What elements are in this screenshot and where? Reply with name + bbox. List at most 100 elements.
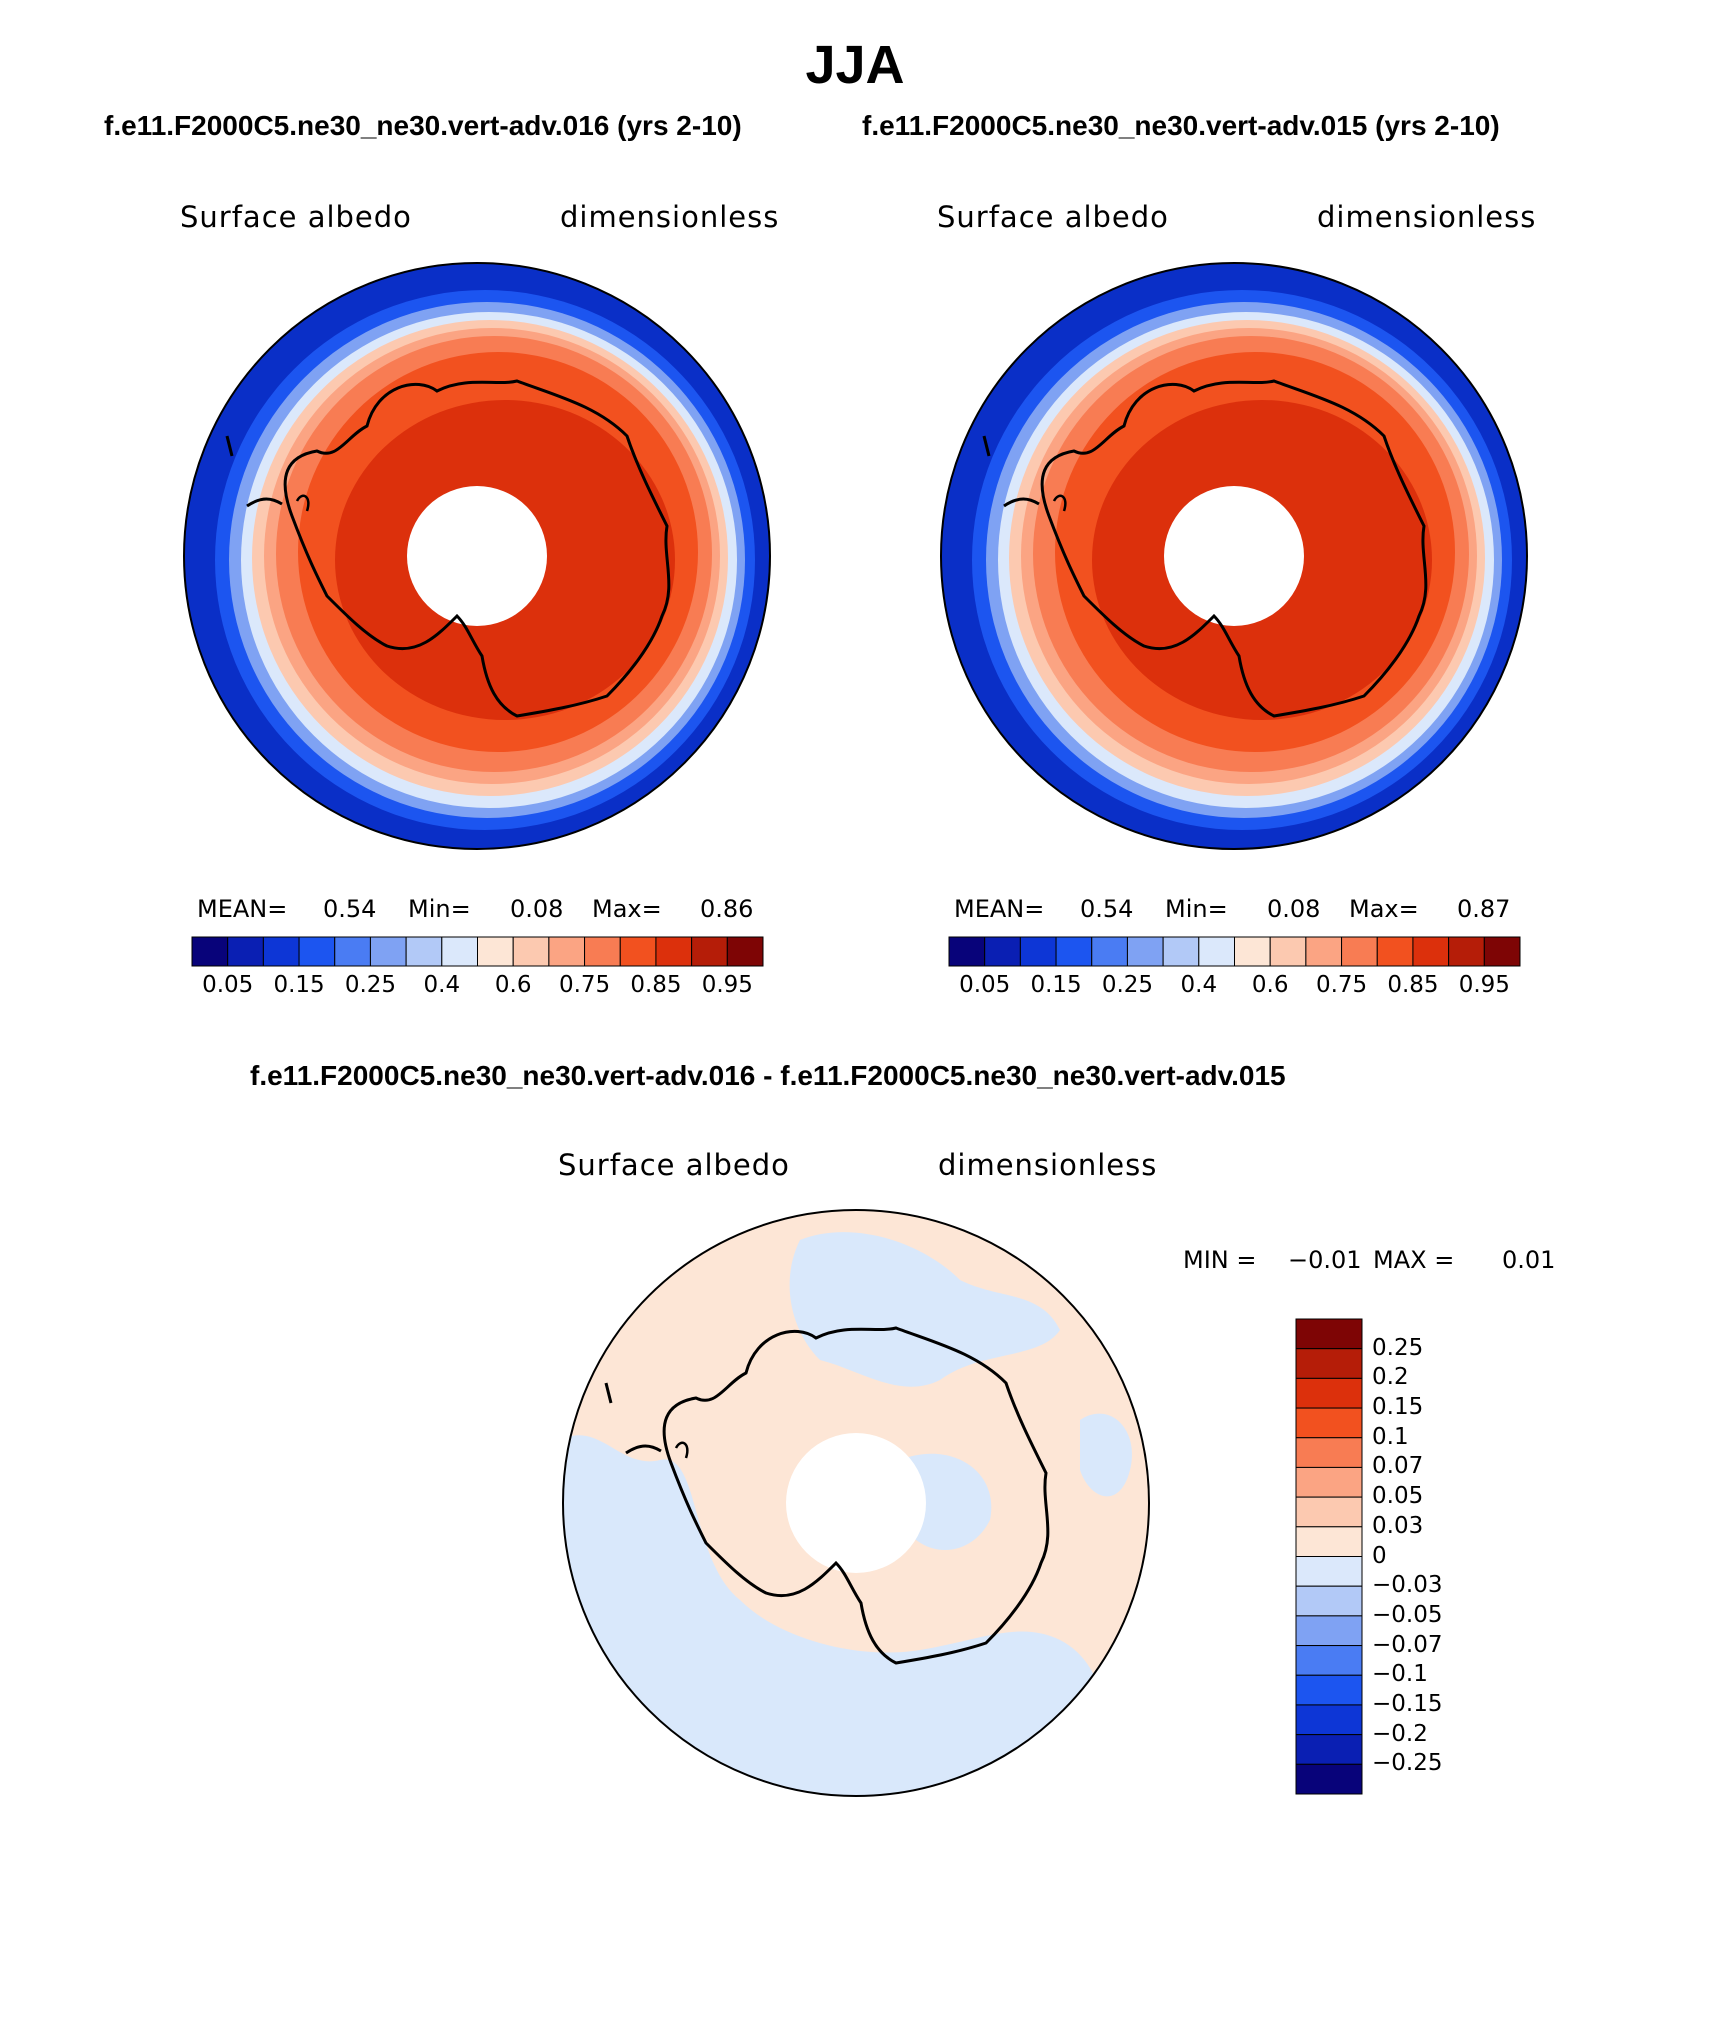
right-units-label: dimensionless — [1317, 200, 1537, 234]
left-max-label: Max= — [592, 895, 662, 923]
diff-colorbar-tick-label: −0.2 — [1372, 1720, 1428, 1747]
left-colorbar-box-14 — [691, 936, 728, 967]
right-colorbar-tick-label: 0.75 — [1315, 972, 1368, 998]
diff-colorbar-tick-label: −0.15 — [1372, 1690, 1443, 1717]
right-colorbar-tick-label: 0.15 — [1030, 972, 1082, 998]
left-colorbar-box-0 — [191, 936, 229, 967]
diff-colorbar-tick-label: −0.07 — [1372, 1631, 1443, 1658]
diff-colorbar-tick-label: −0.05 — [1372, 1601, 1443, 1628]
left-map — [183, 262, 771, 850]
left-colorbar-box-2 — [262, 936, 300, 967]
diff-colorbar-box-5 — [1295, 1466, 1363, 1498]
left-colorbar-box-10 — [548, 936, 586, 967]
left-mean-label: MEAN= — [197, 895, 288, 923]
diff-variable-label: Surface albedo — [558, 1148, 790, 1182]
right-colorbar-box-9 — [1269, 936, 1307, 967]
left-colorbar-tick-label: 0.6 — [494, 972, 532, 998]
left-units-label: dimensionless — [560, 200, 780, 234]
diff-colorbar-box-6 — [1295, 1496, 1363, 1528]
diff-colorbar-tick-label: 0.25 — [1372, 1334, 1424, 1361]
right-colorbar-tick-label: 0.6 — [1251, 972, 1289, 998]
diff-colorbar-tick-label: 0.07 — [1372, 1453, 1424, 1480]
right-colorbar-box-2 — [1019, 936, 1057, 967]
diff-colorbar-box-1 — [1295, 1348, 1363, 1379]
diff-min-label: MIN = — [1183, 1246, 1257, 1274]
diff-colorbar-tick-label: 0.1 — [1372, 1423, 1409, 1450]
right-variable-label: Surface albedo — [937, 200, 1169, 234]
left-map-border — [183, 262, 771, 850]
diff-colorbar-tick-label: 0.2 — [1372, 1364, 1409, 1391]
right-colorbar-tick-label: 0.05 — [959, 972, 1011, 998]
right-colorbar-box-1 — [984, 936, 1021, 967]
diff-map-border — [562, 1209, 1150, 1797]
right-colorbar-box-6 — [1162, 936, 1200, 967]
right-case-title: f.e11.F2000C5.ne30_ne30.vert-adv.015 (yr… — [862, 110, 1500, 141]
diff-colorbar-box-10 — [1295, 1615, 1363, 1647]
diff-colorbar-box-7 — [1295, 1526, 1363, 1557]
left-colorbar-box-12 — [619, 936, 657, 967]
right-max-label: Max= — [1349, 895, 1419, 923]
right-colorbar-tick-label: 0.95 — [1458, 972, 1510, 998]
left-colorbar-tick-label: 0.25 — [344, 972, 397, 998]
right-colorbar-box-12 — [1376, 936, 1414, 967]
right-colorbar-box-15 — [1483, 936, 1521, 967]
diff-colorbar-box-15 — [1295, 1763, 1363, 1795]
diff-colorbar-box-4 — [1295, 1437, 1363, 1468]
right-colorbar-tick-label: 0.4 — [1180, 972, 1218, 998]
left-colorbar-box-11 — [584, 936, 621, 967]
left-max-value: 0.86 — [700, 895, 754, 923]
left-colorbar-box-7 — [441, 936, 478, 967]
diff-colorbar-box-13 — [1295, 1704, 1363, 1736]
right-colorbar-box-8 — [1234, 936, 1271, 967]
left-colorbar-box-5 — [369, 936, 407, 967]
left-colorbar-box-6 — [405, 936, 443, 967]
diff-colorbar — [1295, 1318, 1363, 1795]
left-colorbar-tick-label: 0.85 — [630, 972, 682, 998]
diff-colorbar-box-0 — [1295, 1318, 1363, 1350]
left-colorbar — [191, 936, 764, 967]
left-variable-label: Surface albedo — [180, 200, 412, 234]
left-colorbar-box-4 — [334, 936, 371, 967]
left-colorbar-tick-label: 0.75 — [558, 972, 611, 998]
left-case-title: f.e11.F2000C5.ne30_ne30.vert-adv.016 (yr… — [104, 110, 742, 141]
right-min-value: 0.08 — [1267, 895, 1321, 923]
right-colorbar-box-4 — [1091, 936, 1128, 967]
diff-colorbar-tick-label: 0.03 — [1372, 1512, 1424, 1539]
left-colorbar-tick-label: 0.95 — [701, 972, 753, 998]
left-colorbar-box-1 — [227, 936, 264, 967]
right-min-label: Min= — [1165, 895, 1228, 923]
diff-colorbar-tick-label: −0.25 — [1372, 1750, 1443, 1777]
right-colorbar — [948, 936, 1521, 967]
right-colorbar-box-14 — [1448, 936, 1485, 967]
diff-colorbar-tick-label: 0 — [1372, 1542, 1387, 1569]
right-colorbar-box-5 — [1126, 936, 1164, 967]
season-title: JJA — [805, 35, 905, 95]
diff-title: f.e11.F2000C5.ne30_ne30.vert-adv.016 - f… — [250, 1060, 1286, 1091]
right-colorbar-box-10 — [1305, 936, 1343, 967]
right-mean-value: 0.54 — [1080, 895, 1134, 923]
diff-colorbar-tick-label: −0.1 — [1372, 1661, 1428, 1688]
diff-units-label: dimensionless — [938, 1148, 1158, 1182]
left-colorbar-tick-label: 0.4 — [423, 972, 461, 998]
diff-colorbar-box-11 — [1295, 1645, 1363, 1676]
diff-map — [562, 1209, 1150, 1797]
diff-colorbar-box-12 — [1295, 1674, 1363, 1706]
right-colorbar-box-7 — [1198, 936, 1235, 967]
right-colorbar-tick-label: 0.85 — [1387, 972, 1439, 998]
right-colorbar-box-13 — [1412, 936, 1450, 967]
right-colorbar-tick-label: 0.25 — [1101, 972, 1154, 998]
right-colorbar-box-11 — [1341, 936, 1378, 967]
diff-min-value: −0.01 — [1288, 1246, 1362, 1274]
left-mean-value: 0.54 — [323, 895, 377, 923]
right-max-value: 0.87 — [1457, 895, 1511, 923]
left-colorbar-tick-label: 0.15 — [273, 972, 325, 998]
right-mean-label: MEAN= — [954, 895, 1045, 923]
right-colorbar-box-3 — [1055, 936, 1093, 967]
right-map-border — [940, 262, 1528, 850]
left-colorbar-box-3 — [298, 936, 336, 967]
diff-colorbar-box-3 — [1295, 1407, 1363, 1439]
diff-colorbar-box-14 — [1295, 1734, 1363, 1765]
diff-colorbar-tick-label: 0.05 — [1372, 1483, 1424, 1510]
right-map — [940, 262, 1528, 850]
